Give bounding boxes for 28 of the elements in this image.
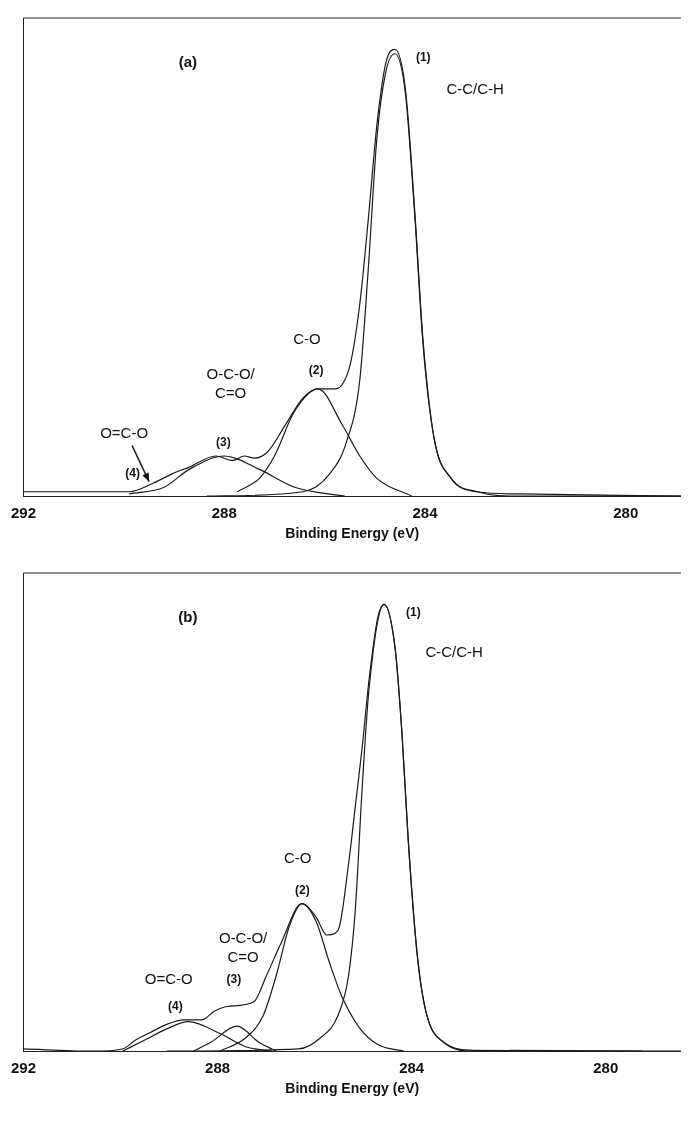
x-axis-title: Binding Energy (eV): [285, 1080, 420, 1097]
annotation: O-C-O/ C=O: [206, 364, 256, 401]
annotation: (1): [406, 605, 421, 620]
x-tick-label: 292: [11, 1059, 37, 1077]
x-tick-label: 280: [613, 504, 639, 522]
annotation: O-C-O/ C=O: [218, 929, 269, 966]
x-tick-label: 284: [399, 1059, 425, 1077]
annotation: (4): [168, 999, 183, 1014]
annotation: O=C-O: [100, 423, 149, 441]
x-axis-title: Binding Energy (eV): [285, 525, 420, 542]
annotation: C-O: [283, 849, 312, 867]
x-tick-label: 288: [211, 504, 237, 522]
annotation: C-O: [293, 329, 321, 347]
chart-title: (b): [178, 608, 198, 626]
annotation: (2): [294, 882, 310, 897]
annotation: (3): [226, 971, 242, 986]
annotation: O=C-O: [144, 969, 193, 987]
x-tick-label: 292: [11, 504, 37, 522]
annotation: (2): [308, 363, 324, 378]
x-tick-label: 284: [412, 504, 439, 522]
annotation: (4): [125, 466, 140, 481]
x-tick-label: 280: [593, 1059, 619, 1077]
annotation: C-C/C-H: [446, 79, 504, 97]
chart-title: (a): [178, 53, 198, 71]
annotation: (1): [415, 50, 431, 65]
annotation: C-C/C-H: [425, 643, 483, 661]
annotation: (3): [216, 434, 231, 449]
x-tick-label: 288: [205, 1059, 231, 1077]
